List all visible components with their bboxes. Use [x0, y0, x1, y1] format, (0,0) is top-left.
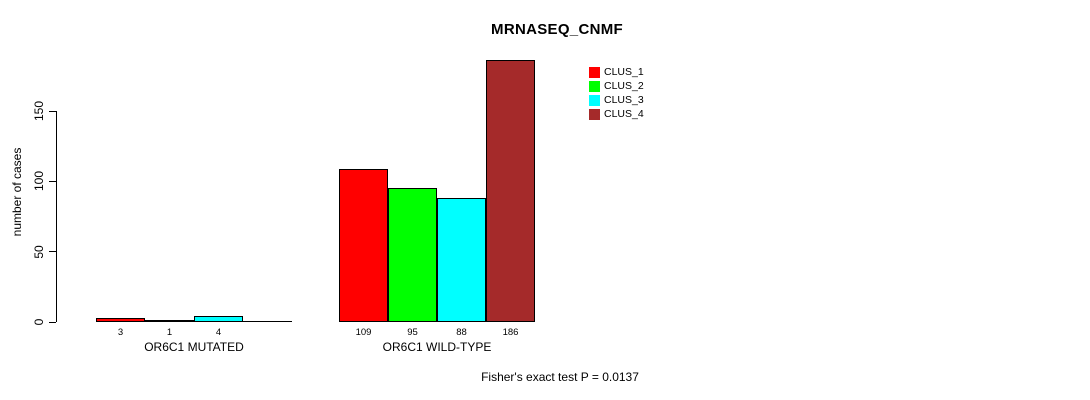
chart-title: MRNASEQ_CNMF: [491, 21, 623, 38]
bar-value-label: 95: [407, 327, 418, 338]
bar-value-label: 109: [355, 327, 372, 338]
legend-label: CLUS_2: [604, 80, 644, 92]
y-tick-label: 150: [32, 100, 46, 122]
bar-clus_2-mutated: [145, 320, 194, 322]
bar-value-label: 1: [166, 327, 173, 338]
bar-clus_1-mutated: [96, 317, 145, 322]
y-tick-label: 0: [32, 318, 46, 326]
y-tick-mark: [49, 251, 56, 253]
y-tick-mark: [49, 321, 56, 323]
group-label-wild-type: OR6C1 WILD-TYPE: [382, 340, 492, 354]
bar-clus_2-wild-type: [388, 188, 437, 322]
bar-clus_4-wild-type: [486, 60, 535, 322]
bar-clus_3-wild-type: [437, 198, 486, 322]
bar-value-label: 186: [502, 327, 519, 338]
bar-value-label: 88: [456, 327, 467, 338]
y-tick-mark: [49, 180, 56, 182]
bar-clus_4-mutated: [243, 321, 292, 322]
y-axis-title: number of cases: [10, 147, 24, 237]
y-tick-label: 50: [32, 244, 46, 259]
y-tick-label: 100: [32, 171, 46, 192]
bar-value-label: 3: [117, 327, 124, 338]
legend-label: CLUS_3: [604, 94, 644, 106]
bar-clus_3-mutated: [194, 316, 243, 322]
legend-swatch-icon: [589, 95, 600, 106]
bar-value-label: 4: [215, 327, 222, 338]
legend-label: CLUS_1: [604, 66, 644, 78]
legend-swatch-icon: [589, 109, 600, 120]
y-tick-mark: [49, 110, 56, 112]
bar-clus_1-wild-type: [339, 168, 388, 322]
legend-label: CLUS_4: [604, 108, 644, 120]
legend-swatch-icon: [589, 67, 600, 78]
legend-swatch-icon: [589, 81, 600, 92]
fisher-test-annotation: Fisher's exact test P = 0.0137: [481, 370, 639, 384]
group-label-mutated: OR6C1 MUTATED: [144, 340, 244, 354]
y-axis-line: [56, 111, 57, 322]
